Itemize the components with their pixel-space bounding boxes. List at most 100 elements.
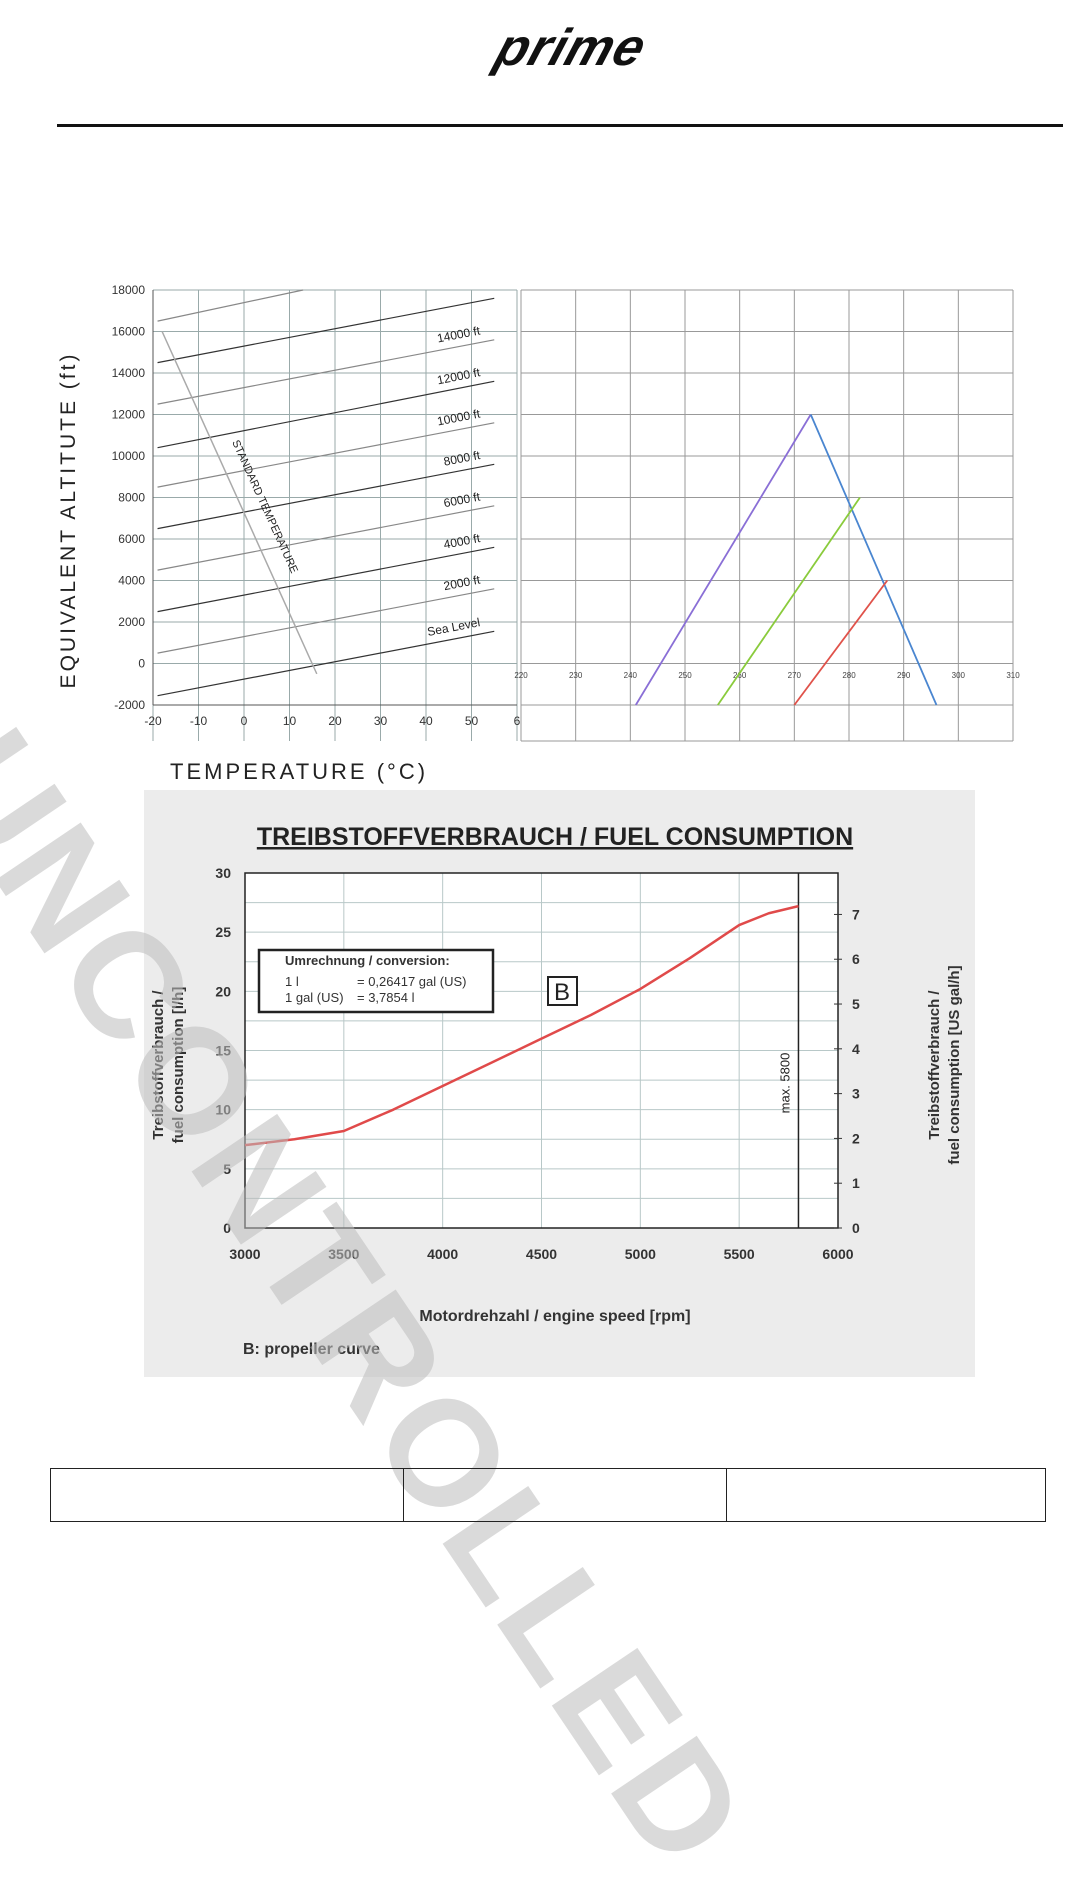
altitude-line-label: 10000 ft [436,406,482,428]
altitude-line [157,546,495,613]
x-tick-label: 4500 [526,1246,557,1262]
footer-cell-2 [404,1469,727,1521]
propeller-curve [244,904,799,1147]
y-tick-label: 30 [215,865,231,881]
y-tick-label: 0 [138,657,145,671]
x-tick-label: -20 [144,714,162,728]
altitude-line-label: 2000 ft [442,572,481,593]
header-divider [57,124,1063,127]
charts-canvas: 1800016000140001200010000800060004000200… [57,283,1020,1377]
x-tick-label: 5000 [625,1246,656,1262]
x-tick-label: 30 [374,714,388,728]
footer-table [50,1468,1046,1522]
footer-cell-1 [51,1469,404,1521]
y-tick-label: 16000 [112,325,146,339]
altitude-line-label: 4000 ft [442,531,481,552]
y-tick-label: 8000 [118,491,145,505]
conversion-line2-left: 1 gal (US) [285,990,344,1005]
y-right-tick-label: 7 [852,906,860,922]
y-tick-label: 4000 [118,574,145,588]
altitude-line [157,588,495,654]
altitude-line-label: 8000 ft [442,448,481,469]
x-tick-label: 300 [952,671,966,680]
y-right-tick-label: 1 [852,1175,860,1191]
conversion-line2-right: = 3,7854 l [357,990,415,1005]
x-tick-label: 40 [419,714,433,728]
x-tick-label: 50 [465,714,479,728]
x-tick-label: -10 [190,714,208,728]
altitude-line [157,463,495,530]
y-tick-label: 5 [223,1161,231,1177]
chart-title: TREIBSTOFFVERBRAUCH / FUEL CONSUMPTION [257,823,853,851]
altitude-line [157,422,495,488]
curve-label: B [554,979,570,1006]
x-tick-label: 220 [514,671,528,680]
y-right-tick-label: 4 [852,1041,860,1057]
x-tick-label: 4000 [427,1246,458,1262]
y-axis-title: EQUIVALENT ALTITUTE (ft) [57,352,80,689]
x-tick-label: 6 [514,714,521,728]
conversion-title: Umrechnung / conversion: [285,953,450,968]
conversion-box [257,948,495,1014]
altitude-line [157,380,495,449]
curve-label-box [547,976,578,1006]
altitude-line [157,505,495,571]
y-tick-label: 18000 [112,283,146,297]
y-tick-label: 0 [223,1220,231,1236]
x-tick-label: 3000 [229,1246,260,1262]
x-axis-title: Motordrehzahl / engine speed [rpm] [419,1308,690,1325]
y-tick-label: 10 [215,1102,231,1118]
y-tick-label: 12000 [112,408,146,422]
x-tick-label: 310 [1006,671,1020,680]
altitude-line-label: 14000 ft [436,323,482,345]
conversion-line1-right: = 0,26417 gal (US) [357,974,466,989]
conversion-line1-left: 1 l [285,974,299,989]
y-right-tick-label: 2 [852,1130,860,1146]
y-right-tick-label: 0 [852,1220,860,1236]
y-tick-label: 20 [215,983,231,999]
y-right-tick-label: 5 [852,996,860,1012]
y-right-axis-title-line2: fuel consumption [US gal/h] [946,965,963,1164]
footer-cell-3 [727,1469,1045,1521]
y-tick-label: 15 [215,1043,231,1059]
y-right-tick-label: 6 [852,951,860,967]
y-tick-label: 6000 [118,532,145,546]
y-tick-label: 25 [215,924,231,940]
x-tick-label: 3500 [328,1246,359,1262]
y-tick-label: 14000 [112,366,146,380]
x-tick-label: 280 [842,671,856,680]
series-line-blue [809,414,938,706]
altitude-line [157,297,495,364]
standard-temperature-line [161,331,318,675]
max-rpm-label: max. 5800 [777,1053,792,1114]
x-tick-label: 0 [241,714,248,728]
altitude-line [157,630,495,697]
y-right-axis-title-line1: Treibstoffverbrauch / [926,990,943,1140]
series-line-red [793,579,888,706]
y-axis-title-line1: Treibstoffverbrauch / [150,990,167,1140]
altitude-line [157,289,304,322]
x-tick-label: 260 [733,671,747,680]
x-tick-label: 20 [328,714,342,728]
plot-frame [244,872,839,1229]
y-right-tick-label: 3 [852,1086,860,1102]
x-tick-label: 230 [569,671,583,680]
x-tick-label: 10 [283,714,297,728]
x-tick-label: 5500 [724,1246,755,1262]
altitude-line [157,339,495,405]
y-tick-label: 10000 [112,449,146,463]
propeller-curve-note: B: propeller curve [243,1341,380,1358]
x-tick-label: 240 [624,671,638,680]
y-axis-title-line2: fuel consumption [l/h] [170,987,187,1144]
x-axis-title: TEMPERATURE (°C) [170,759,428,784]
x-tick-label: 290 [897,671,911,680]
y-tick-label: -2000 [114,698,145,712]
x-tick-label: 6000 [822,1246,853,1262]
altitude-line-label: 12000 ft [436,365,482,387]
series-line-green [717,496,861,706]
x-tick-label: 250 [678,671,692,680]
series-line-purple [635,414,812,706]
y-tick-label: 2000 [118,615,145,629]
altitude-line-label: 6000 ft [442,489,481,510]
x-tick-label: 270 [788,671,802,680]
